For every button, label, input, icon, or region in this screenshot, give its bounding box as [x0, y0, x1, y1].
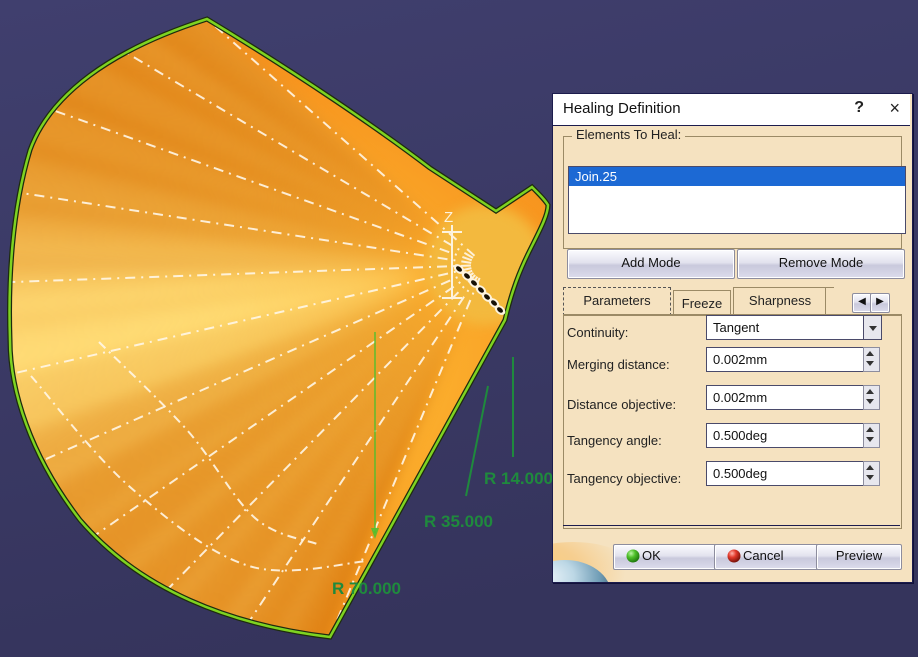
svg-text:R 35.000: R 35.000 — [424, 512, 493, 531]
svg-text:R 14.000: R 14.000 — [484, 469, 553, 488]
svg-text:R 70.000: R 70.000 — [332, 579, 401, 598]
svg-text:Z: Z — [444, 209, 453, 226]
